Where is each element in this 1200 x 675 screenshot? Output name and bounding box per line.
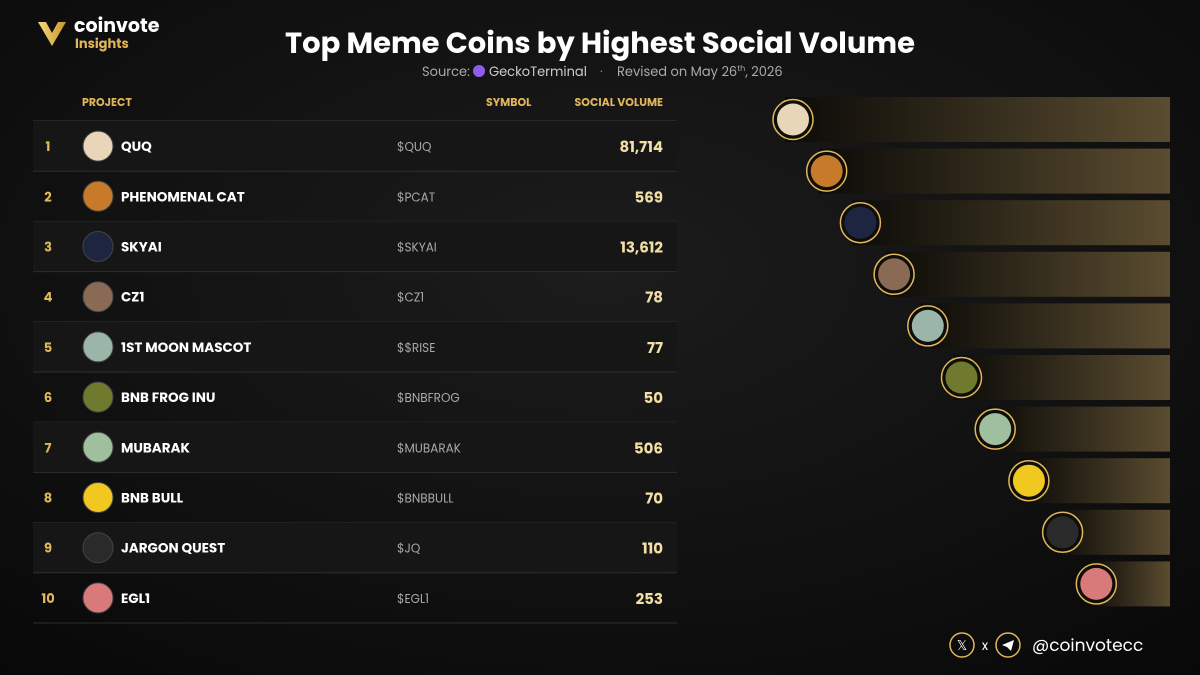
- avatar: [82, 281, 114, 313]
- row-bg: [33, 321, 677, 372]
- deco-avatar: [979, 413, 1012, 446]
- row-bg: [33, 522, 677, 573]
- avatar: [82, 482, 114, 513]
- rank: 5: [44, 338, 52, 357]
- project-name: BNB BULL: [121, 489, 184, 508]
- source-name: GeckoTerminal: [489, 62, 587, 81]
- deco-avatar: [878, 258, 911, 291]
- deco-avatar: [911, 309, 944, 342]
- deco-bar: [987, 406, 1170, 452]
- source-icon: [473, 65, 485, 77]
- avatar: [82, 331, 114, 363]
- brand-sub: Insights: [75, 34, 129, 53]
- symbol: $PCAT: [397, 189, 436, 206]
- deco-bar: [919, 303, 1170, 349]
- project-name: PHENOMENAL CAT: [121, 187, 245, 206]
- revised: Revised on May 26th, 2026: [617, 62, 783, 81]
- title: Top Meme Coins by Highest Social Volume: [285, 24, 915, 64]
- source-label: Source:: [422, 62, 470, 81]
- separator: ·: [600, 62, 603, 81]
- symbol: $CZ1: [397, 290, 424, 307]
- symbol: $$RISE: [397, 340, 435, 357]
- social-volume: 506: [634, 438, 663, 459]
- handle: @coinvotecc: [1032, 633, 1143, 657]
- deco-bar: [886, 251, 1170, 297]
- footer: 𝕏 x @coinvotecc: [949, 632, 1143, 658]
- brand: coinvote: [74, 12, 160, 39]
- project-name: JARGON QUEST: [121, 539, 225, 558]
- symbol: $JQ: [397, 541, 421, 558]
- social-volume: 50: [643, 388, 663, 409]
- project-name: BNB FROG INU: [121, 388, 215, 407]
- avatar: [82, 130, 114, 162]
- symbol: $BNBBULL: [397, 491, 453, 508]
- rank: 7: [45, 438, 52, 457]
- logo: coinvote Insights: [38, 12, 160, 53]
- project-name: QUQ: [121, 137, 152, 156]
- deco-avatar: [1080, 567, 1113, 600]
- rank: 4: [44, 288, 53, 307]
- rank: 3: [44, 238, 52, 257]
- deco-avatar: [1046, 516, 1079, 549]
- column-header: PROJECT: [82, 94, 132, 110]
- deco-avatar: [1012, 464, 1045, 497]
- project-name: MUBARAK: [121, 438, 191, 457]
- rank: 9: [44, 539, 52, 558]
- deco-avatar: [844, 206, 877, 239]
- avatar: [82, 431, 114, 463]
- revised-prefix: Revised on May 26: [617, 62, 737, 81]
- social-volume: 110: [642, 539, 663, 560]
- symbol: $BNBFROG: [397, 390, 460, 407]
- row-bg: [33, 422, 677, 473]
- project-name: SKYAI: [121, 238, 162, 257]
- revised-suffix: , 2026: [744, 62, 782, 81]
- avatar: [82, 381, 114, 413]
- column-header: SOCIAL VOLUME: [575, 94, 663, 110]
- column-header: SYMBOL: [486, 94, 532, 110]
- avatar: [82, 231, 114, 262]
- row-bg: [33, 121, 677, 172]
- rank: 2: [44, 187, 52, 206]
- social-volume: 77: [647, 338, 663, 359]
- deco-bar: [953, 355, 1170, 400]
- rank: 8: [44, 489, 52, 508]
- social-volume: 253: [636, 589, 663, 610]
- rank: 10: [41, 589, 54, 608]
- avatar: [82, 180, 114, 212]
- avatar: [82, 532, 114, 564]
- symbol: $MUBARAK: [397, 440, 461, 457]
- social-volume: 13,612: [620, 238, 663, 259]
- footer-x: x: [982, 636, 989, 655]
- project-name: EGL1: [121, 589, 150, 608]
- project-name: CZ1: [121, 288, 144, 307]
- social-volume: 70: [645, 489, 663, 510]
- symbol: $QUQ: [397, 139, 432, 156]
- deco-bar: [818, 148, 1170, 194]
- deco-avatar: [777, 103, 809, 136]
- deco-bar: [785, 97, 1170, 142]
- svg-text:𝕏: 𝕏: [957, 636, 967, 655]
- revised-sup: th: [737, 63, 745, 74]
- project-name: 1ST MOON MASCOT: [121, 338, 251, 357]
- social-volume: 81,714: [620, 137, 664, 158]
- social-volume: 569: [634, 187, 663, 208]
- symbol: $SKYAI: [397, 240, 437, 257]
- rank: 6: [44, 388, 52, 407]
- deco-bar: [852, 200, 1170, 246]
- deco-avatar: [945, 361, 978, 394]
- deco-avatar: [810, 155, 843, 188]
- avatar: [82, 582, 114, 614]
- social-volume: 78: [645, 288, 663, 309]
- rank: 1: [46, 137, 51, 156]
- row-bg: [33, 221, 677, 272]
- symbol: $EGL1: [397, 591, 429, 608]
